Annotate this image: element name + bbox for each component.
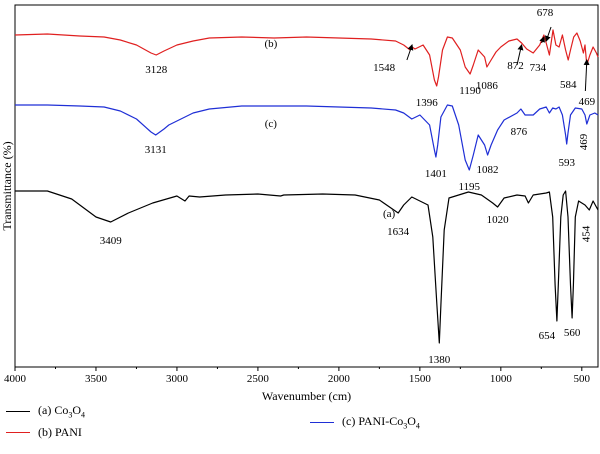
peak-label-co3o4-454: 454 <box>580 225 592 242</box>
peak-label-co3o4-3409: 3409 <box>100 235 123 247</box>
peak-label-pani-co3o4-593: 593 <box>558 157 575 169</box>
x-tick-label-1000: 1000 <box>490 373 513 385</box>
curve-label-co3o4: (a) <box>383 208 396 220</box>
peak-label-pani-co3o4-1195: 1195 <box>458 181 480 193</box>
x-tick-label-1500: 1500 <box>409 373 432 385</box>
legend-item-pani: (b) PANI <box>6 425 82 440</box>
peak-label-pani-co3o4-3131: 3131 <box>145 144 167 156</box>
peak-label-co3o4-1020: 1020 <box>487 214 510 226</box>
peak-label-pani-734: 734 <box>530 62 547 74</box>
peak-label-pani-co3o4-1082: 1082 <box>477 164 499 176</box>
peak-label-co3o4-654: 654 <box>539 330 556 342</box>
plot-frame <box>14 4 599 368</box>
legend-label-pani: (b) PANI <box>38 425 82 439</box>
peak-label-pani-co3o4-1401: 1401 <box>425 168 447 180</box>
peak-label-pani-678: 678 <box>537 7 554 19</box>
legend-swatch-co3o4 <box>6 410 30 412</box>
peak-label-pani-469: 469 <box>579 96 596 108</box>
legend-item-pani-co3o4: (c) PANI-Co3O4 <box>310 414 420 430</box>
peak-label-pani-584: 584 <box>560 79 577 91</box>
x-tick-label-500: 500 <box>574 373 591 385</box>
curve-label-pani: (b) <box>264 38 277 50</box>
x-axis-title: Wavenumber (cm) <box>262 389 351 403</box>
legend-item-co3o4: (a) Co3O4 <box>6 403 85 419</box>
x-tick-label-2500: 2500 <box>247 373 270 385</box>
y-axis-title: Transmittance (%) <box>0 141 14 230</box>
x-tick-label-2000: 2000 <box>328 373 351 385</box>
peak-label-pani-1190: 1190 <box>459 85 481 97</box>
series-line-co3o4 <box>15 190 599 344</box>
peak-arrow-4 <box>583 59 590 92</box>
peak-label-pani-1086: 1086 <box>476 80 499 92</box>
x-tick-label-4000: 4000 <box>4 373 27 385</box>
peak-label-pani-co3o4-876: 876 <box>511 126 528 138</box>
peak-label-pani-3128: 3128 <box>145 64 168 76</box>
peak-arrow-1 <box>516 44 524 66</box>
legend-label-pani-co3o4: (c) PANI-Co3O4 <box>342 414 420 431</box>
peak-arrow-3 <box>544 26 552 42</box>
peak-label-pani-co3o4-469: 469 <box>578 133 590 150</box>
peak-label-co3o4-1380: 1380 <box>428 354 451 366</box>
series-line-pani <box>14 29 599 87</box>
x-tick-label-3000: 3000 <box>166 373 189 385</box>
curve-label-pani-co3o4: (c) <box>265 118 278 130</box>
legend-label-co3o4: (a) Co3O4 <box>38 403 85 420</box>
peak-arrow-0 <box>406 44 414 61</box>
peak-label-co3o4-560: 560 <box>564 327 581 339</box>
legend-swatch-pani-co3o4 <box>310 421 334 423</box>
peak-arrow-2 <box>539 36 545 44</box>
x-tick-label-3500: 3500 <box>85 373 108 385</box>
legend-swatch-pani <box>6 432 30 433</box>
peak-label-pani-1396: 1396 <box>416 97 439 109</box>
peak-label-co3o4-1634: 1634 <box>387 226 410 238</box>
peak-label-pani-1548: 1548 <box>373 62 396 74</box>
series-line-pani-co3o4 <box>15 104 599 171</box>
peak-label-pani-872: 872 <box>507 60 524 72</box>
